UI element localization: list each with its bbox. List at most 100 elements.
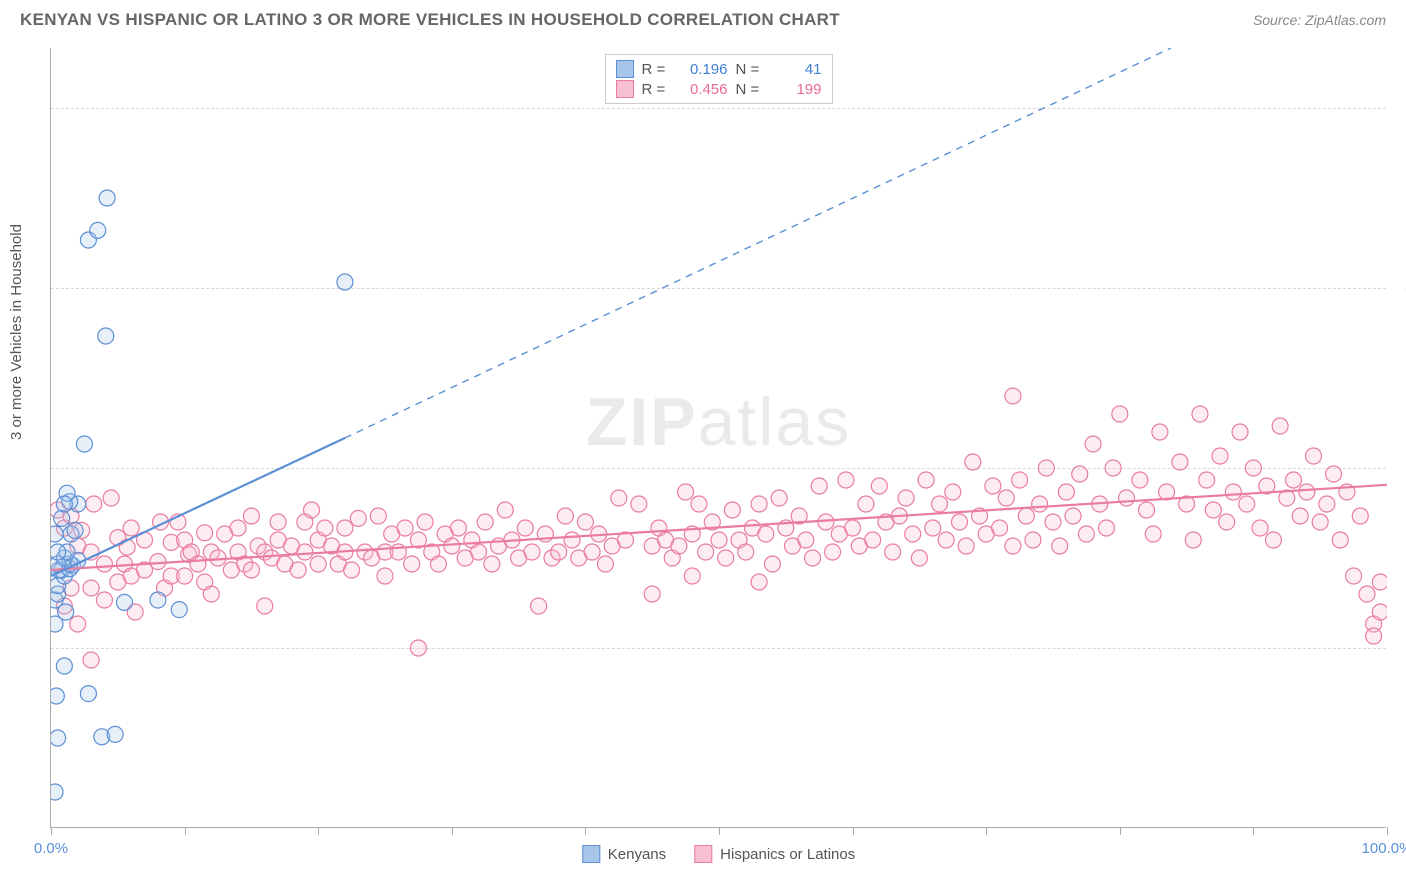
scatter-point <box>119 539 135 555</box>
scatter-point <box>557 508 573 524</box>
scatter-point <box>1292 508 1308 524</box>
scatter-point <box>123 520 139 536</box>
scatter-point <box>711 532 727 548</box>
scatter-point <box>597 556 613 572</box>
legend-swatch-icon <box>616 60 634 78</box>
scatter-point <box>1005 388 1021 404</box>
legend-n-label: N = <box>736 61 766 78</box>
scatter-point <box>76 436 92 452</box>
scatter-point <box>998 490 1014 506</box>
scatter-point <box>1265 532 1281 548</box>
scatter-point <box>678 484 694 500</box>
scatter-point <box>811 478 827 494</box>
source-text: Source: ZipAtlas.com <box>1253 12 1386 28</box>
x-tick <box>185 827 186 835</box>
scatter-point <box>691 496 707 512</box>
scatter-point <box>631 496 647 512</box>
scatter-point <box>397 520 413 536</box>
legend-n-value: 41 <box>774 61 822 78</box>
scatter-point <box>1012 472 1028 488</box>
scatter-point <box>203 586 219 602</box>
chart-container: ZIPatlas R = 0.196 N = 41 R = 0.456 N = … <box>50 48 1386 828</box>
scatter-point <box>51 784 63 800</box>
x-tick <box>986 827 987 835</box>
scatter-point <box>1192 406 1208 422</box>
scatter-point <box>517 520 533 536</box>
scatter-point <box>67 522 83 538</box>
scatter-point <box>1219 514 1235 530</box>
series-legend: Kenyans Hispanics or Latinos <box>582 845 855 863</box>
scatter-point <box>1132 472 1148 488</box>
scatter-point <box>86 496 102 512</box>
scatter-point <box>1319 496 1335 512</box>
scatter-point <box>56 658 72 674</box>
legend-row-kenyans: R = 0.196 N = 41 <box>616 59 822 79</box>
scatter-point <box>344 562 360 578</box>
scatter-point <box>450 520 466 536</box>
scatter-point <box>1052 538 1068 554</box>
scatter-point <box>1025 532 1041 548</box>
scatter-point <box>51 730 66 746</box>
legend-item-kenyans: Kenyans <box>582 845 666 863</box>
scatter-point <box>738 544 754 560</box>
scatter-point <box>771 490 787 506</box>
y-tick-label: 30.0% <box>1392 460 1406 477</box>
scatter-point <box>531 598 547 614</box>
scatter-point <box>1232 424 1248 440</box>
scatter-point <box>1098 520 1114 536</box>
x-tick-label: 0.0% <box>34 840 68 857</box>
x-tick <box>719 827 720 835</box>
legend-r-value: 0.196 <box>680 61 728 78</box>
scatter-point <box>290 562 306 578</box>
scatter-point <box>992 520 1008 536</box>
scatter-point <box>1332 532 1348 548</box>
scatter-point <box>1372 604 1387 620</box>
scatter-point <box>317 520 333 536</box>
legend-item-hispanic: Hispanics or Latinos <box>694 845 855 863</box>
scatter-point <box>51 688 64 704</box>
legend-swatch-icon <box>616 80 634 98</box>
scatter-point <box>337 520 353 536</box>
scatter-point <box>1346 568 1362 584</box>
scatter-point <box>1285 472 1301 488</box>
chart-title: KENYAN VS HISPANIC OR LATINO 3 OR MORE V… <box>20 10 840 30</box>
scatter-point <box>1139 502 1155 518</box>
scatter-point <box>1072 466 1088 482</box>
correlation-legend: R = 0.196 N = 41 R = 0.456 N = 199 <box>605 54 833 104</box>
legend-swatch-icon <box>582 845 600 863</box>
y-tick-label: 60.0% <box>1392 100 1406 117</box>
scatter-point <box>96 556 112 572</box>
scatter-point <box>171 602 187 618</box>
scatter-point <box>83 652 99 668</box>
scatter-point <box>925 520 941 536</box>
scatter-point <box>444 538 460 554</box>
x-tick <box>585 827 586 835</box>
legend-row-hispanic: R = 0.456 N = 199 <box>616 79 822 99</box>
scatter-point <box>1185 532 1201 548</box>
scatter-point <box>83 580 99 596</box>
scatter-point <box>297 544 313 560</box>
scatter-point <box>1372 574 1387 590</box>
scatter-point <box>410 640 426 656</box>
scatter-point <box>471 544 487 560</box>
trend-line-extrapolated <box>345 48 1171 438</box>
scatter-point <box>90 222 106 238</box>
scatter-point <box>838 472 854 488</box>
y-tick-label: 15.0% <box>1392 640 1406 657</box>
scatter-point <box>54 510 70 526</box>
scatter-point <box>798 532 814 548</box>
x-tick <box>1387 827 1388 835</box>
scatter-point <box>1038 460 1054 476</box>
legend-swatch-icon <box>694 845 712 863</box>
scatter-point <box>577 514 593 530</box>
legend-r-label: R = <box>642 81 672 98</box>
scatter-point <box>885 544 901 560</box>
scatter-point <box>1145 526 1161 542</box>
scatter-point <box>751 496 767 512</box>
scatter-point <box>825 544 841 560</box>
scatter-point <box>551 544 567 560</box>
scatter-point <box>1312 514 1328 530</box>
scatter-point <box>177 568 193 584</box>
scatter-point <box>1005 538 1021 554</box>
x-tick <box>51 827 52 835</box>
